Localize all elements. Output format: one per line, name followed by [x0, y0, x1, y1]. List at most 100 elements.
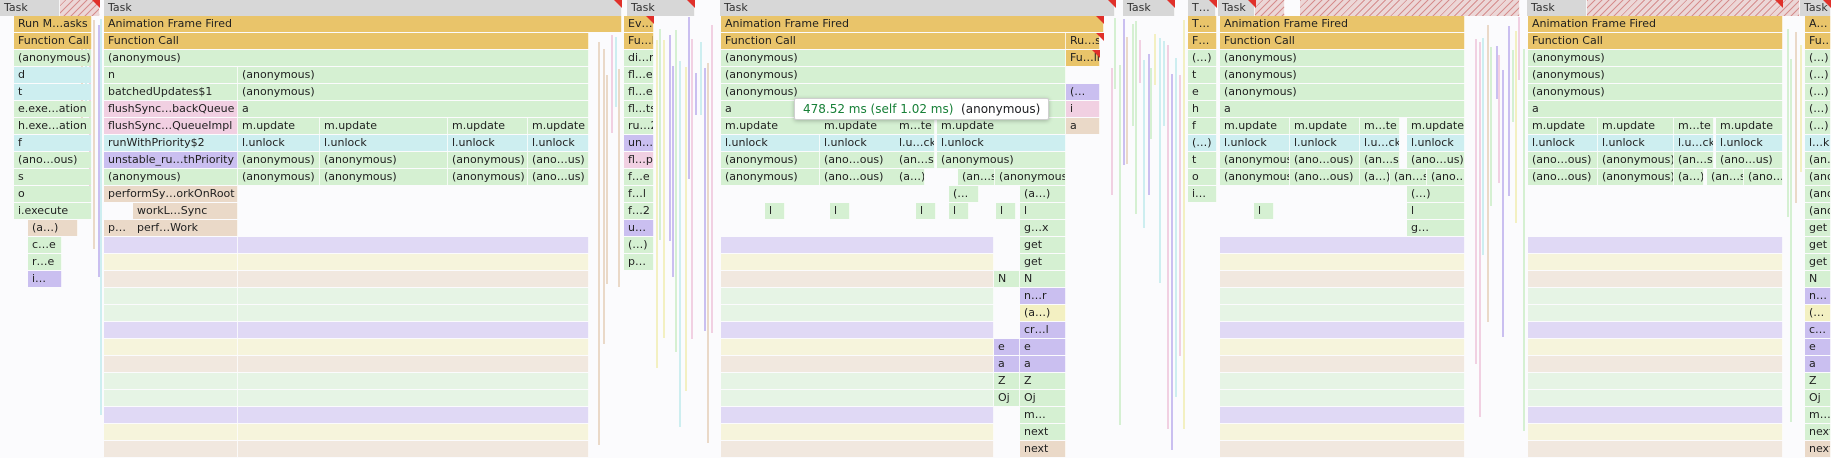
call-frame[interactable]: (…) [1805, 67, 1831, 83]
call-frame[interactable]: m.update [937, 118, 1066, 134]
call-frame[interactable]: runWithPriority$2 [104, 135, 238, 151]
function-call-bar[interactable]: F… [1188, 33, 1217, 49]
call-frame[interactable]: g…x [1020, 220, 1066, 236]
call-frame[interactable]: (…) [1805, 101, 1831, 117]
call-frame[interactable]: l [1254, 203, 1274, 219]
call-frame[interactable]: (an…s) [958, 169, 995, 185]
call-frame[interactable]: ru…2 [624, 118, 654, 134]
call-frame[interactable]: (a…) [28, 220, 78, 236]
call-frame[interactable]: (an…) [1805, 152, 1831, 168]
call-frame[interactable]: o [14, 186, 92, 202]
call-frame[interactable]: perf…Work [133, 220, 238, 236]
call-frame[interactable]: m.update [820, 118, 898, 134]
call-frame[interactable]: (anonymous) [995, 169, 1066, 185]
call-frame[interactable]: l.unlock [1407, 135, 1465, 151]
call-frame[interactable]: a [1020, 356, 1066, 372]
call-frame[interactable]: Oj [994, 390, 1020, 406]
task-bar[interactable]: Task [104, 0, 622, 16]
call-frame[interactable]: t [14, 84, 92, 100]
call-frame[interactable]: r…e [28, 254, 62, 270]
call-frame[interactable]: e [1188, 84, 1217, 100]
call-frame[interactable]: (anonymous) [14, 50, 92, 66]
call-frame[interactable]: (anonymous) [721, 84, 1066, 100]
call-frame[interactable]: (anonymous) [1805, 186, 1831, 202]
call-frame[interactable]: a [1528, 101, 1783, 117]
function-call-bar[interactable]: Fu… [1805, 33, 1831, 49]
call-frame[interactable]: f [14, 135, 92, 151]
call-frame[interactable]: (anonymous) [721, 50, 1066, 66]
call-frame[interactable]: l [916, 203, 936, 219]
call-frame[interactable]: (anonymous) [238, 152, 320, 168]
call-frame[interactable]: (a…) [895, 169, 925, 185]
call-frame[interactable]: next [1020, 424, 1066, 440]
call-frame[interactable]: (a…) [1020, 305, 1066, 321]
call-frame[interactable]: (anonymous) [104, 169, 238, 185]
call-frame[interactable]: m… [1020, 407, 1066, 423]
animation-frame-bar[interactable]: A… [1805, 16, 1831, 32]
call-frame[interactable]: (a…) [1360, 169, 1390, 185]
call-frame[interactable]: g… [1407, 220, 1465, 236]
call-frame[interactable]: l [765, 203, 785, 219]
call-frame[interactable]: l.unlock [1220, 135, 1290, 151]
call-frame[interactable]: a [1066, 118, 1100, 134]
call-frame[interactable]: (ano…ous) [820, 169, 898, 185]
call-frame[interactable]: e [1020, 339, 1066, 355]
function-call-bar[interactable]: Function Call [14, 33, 92, 49]
call-frame[interactable]: (ano…us) [1744, 169, 1783, 185]
call-frame[interactable]: (ano…us) [1427, 169, 1465, 185]
call-frame[interactable]: (an…s) [895, 152, 935, 168]
call-frame[interactable]: (anonymous) [721, 152, 820, 168]
call-frame[interactable]: next [1805, 424, 1831, 440]
call-frame[interactable]: m.update [1528, 118, 1598, 134]
function-call-bar[interactable]: Fu…ll [624, 33, 654, 49]
function-call-bar[interactable]: Function Call [1528, 33, 1783, 49]
call-frame[interactable]: (ano…ous) [1528, 152, 1598, 168]
call-frame[interactable]: i… [1188, 186, 1217, 202]
call-frame[interactable]: m.update [528, 118, 589, 134]
call-frame[interactable]: get [1805, 220, 1831, 236]
function-call-bar[interactable]: Function Call [1220, 33, 1465, 49]
call-frame[interactable]: (anonymous) [1805, 203, 1831, 219]
call-frame[interactable]: (…) [1805, 84, 1831, 100]
call-frame[interactable]: (anonymous) [1598, 152, 1674, 168]
call-frame[interactable]: Oj [1020, 390, 1066, 406]
task-bar[interactable]: Task [0, 0, 60, 16]
call-frame[interactable]: Z [1805, 373, 1831, 389]
call-frame[interactable]: get [1805, 254, 1831, 270]
call-frame[interactable]: l [996, 203, 1016, 219]
call-frame[interactable]: (…) [1188, 50, 1217, 66]
call-frame[interactable]: flushSync…QueueImpl [104, 118, 238, 134]
call-frame[interactable]: (anonymous) [1598, 169, 1674, 185]
call-frame[interactable]: l [1020, 203, 1066, 219]
call-frame[interactable]: (anonymous) [238, 84, 589, 100]
call-frame[interactable]: n…r [1020, 288, 1066, 304]
call-frame[interactable]: m.update [320, 118, 448, 134]
call-frame[interactable]: e.exe…ation [14, 101, 92, 117]
call-frame[interactable]: get [1020, 237, 1066, 253]
call-frame[interactable]: N [1020, 271, 1066, 287]
function-call-bar[interactable]: Fu…ll [1066, 50, 1100, 66]
call-frame[interactable]: (an…s) [1360, 152, 1400, 168]
call-frame[interactable]: (anonymous) [104, 50, 589, 66]
animation-frame-bar[interactable]: Animation Frame Fired [104, 16, 622, 32]
call-frame[interactable]: (anonymous) [238, 67, 589, 83]
call-frame[interactable]: (a…) [1674, 169, 1704, 185]
call-frame[interactable]: f…2 [624, 203, 654, 219]
call-frame[interactable]: p… [624, 254, 654, 270]
call-frame[interactable]: i… [28, 271, 62, 287]
call-frame[interactable]: m.update [1407, 118, 1465, 134]
call-frame[interactable]: (…) [1188, 135, 1217, 151]
call-frame[interactable]: fl…es [624, 84, 654, 100]
call-frame[interactable]: (anonymous) [721, 67, 1066, 83]
call-frame[interactable]: next [1805, 441, 1831, 457]
call-frame[interactable]: (… [949, 186, 979, 202]
call-frame[interactable]: (anonymous) [320, 169, 448, 185]
call-frame[interactable]: flushSync…backQueue [104, 101, 238, 117]
call-frame[interactable]: l.unlock [238, 135, 320, 151]
call-frame[interactable]: m.update [1598, 118, 1674, 134]
call-frame[interactable]: (…) [624, 237, 654, 253]
call-frame[interactable]: t [1188, 67, 1217, 83]
call-frame[interactable]: a [238, 101, 589, 117]
call-frame[interactable]: l.u…ck [1360, 135, 1400, 151]
call-frame[interactable]: l.unlock [937, 135, 1066, 151]
